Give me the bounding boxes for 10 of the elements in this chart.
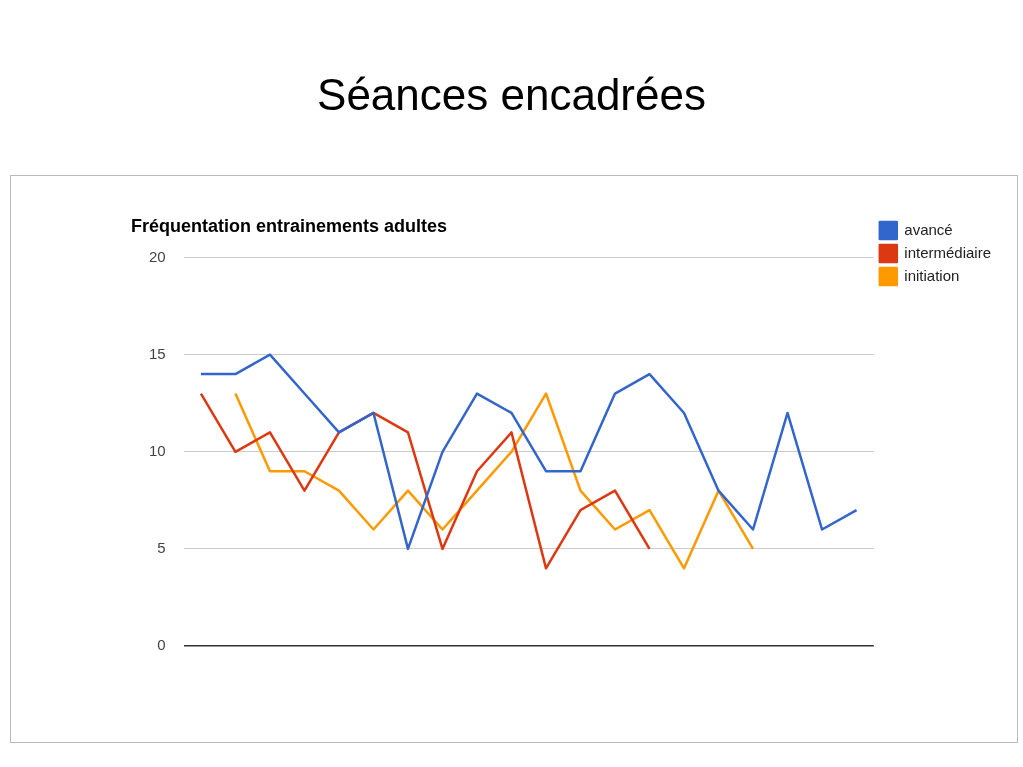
y-tick-label: 20 bbox=[149, 247, 166, 265]
y-tick-label: 10 bbox=[149, 441, 166, 459]
legend-label: intermédiaire bbox=[904, 243, 992, 261]
y-tick-label: 5 bbox=[157, 539, 166, 557]
y-tick-label: 0 bbox=[157, 636, 166, 654]
legend-label: avancé bbox=[904, 220, 953, 238]
y-tick-label: 15 bbox=[149, 344, 166, 362]
chart-title: Séances encadrées bbox=[316, 70, 707, 120]
chart-subtitle: Fréquentation entrainements adultes bbox=[131, 215, 448, 236]
legend-label: initiation bbox=[904, 266, 960, 284]
